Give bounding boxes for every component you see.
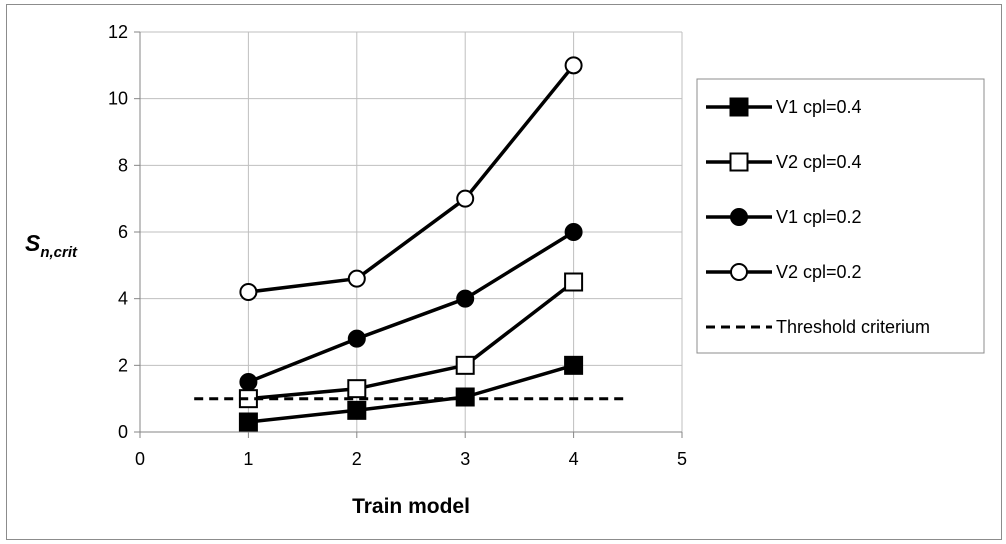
data-point-marker <box>347 400 367 420</box>
x-axis-title: Train model <box>352 495 470 518</box>
legend-label: V1 cpl=0.4 <box>776 97 862 117</box>
data-point-marker <box>455 355 475 375</box>
y-tick-label: 0 <box>118 422 128 442</box>
legend-label: V1 cpl=0.2 <box>776 207 862 227</box>
x-tick-label: 3 <box>460 449 470 469</box>
legend-marker <box>729 152 749 172</box>
x-tick-label: 5 <box>677 449 687 469</box>
legend-item: V2 cpl=0.4 <box>706 152 862 172</box>
legend-marker <box>730 263 748 281</box>
chart-frame: 0 2 4 6 8 10 12 0 1 2 3 4 5 Train model Sn,crit V1 c… <box>6 4 1002 540</box>
data-point-marker <box>564 56 583 75</box>
axes <box>134 31 683 438</box>
x-tick-label: 0 <box>135 449 145 469</box>
legend-label: V2 cpl=0.4 <box>776 152 862 172</box>
y-tick-label: 12 <box>108 22 128 42</box>
legend-item: Threshold criterium <box>706 317 930 337</box>
data-point-marker <box>564 272 584 292</box>
legend-label: Threshold criterium <box>776 317 930 337</box>
data-point-marker <box>347 269 366 288</box>
legend: V1 cpl=0.4 V2 cpl=0.4 V1 cpl=0.2 V2 cpl=0.2… <box>696 78 985 354</box>
series-line <box>248 64 575 294</box>
data-point-marker <box>455 387 475 407</box>
y-tick-label: 2 <box>118 355 128 375</box>
series-2 <box>238 272 584 409</box>
legend-item: V2 cpl=0.2 <box>706 262 862 282</box>
x-tick-label: 2 <box>352 449 362 469</box>
data-point-marker <box>564 355 584 375</box>
data-point-marker <box>456 289 475 308</box>
grid <box>140 31 683 432</box>
series-4 <box>239 56 583 301</box>
data-point-marker <box>347 329 366 348</box>
data-point-marker <box>239 283 258 301</box>
series-3 <box>239 223 583 391</box>
legend-label: V2 cpl=0.2 <box>776 262 862 282</box>
series-line <box>248 363 575 424</box>
x-tick-label: 4 <box>569 449 579 469</box>
data-point-marker <box>239 373 258 391</box>
x-tick-label: 1 <box>243 449 253 469</box>
series-line <box>247 230 575 384</box>
legend-item: V1 cpl=0.4 <box>706 97 862 117</box>
y-tick-label: 4 <box>118 289 128 309</box>
legend-marker <box>729 97 749 117</box>
series-1 <box>238 355 584 432</box>
data-point-marker <box>347 379 367 399</box>
series-line <box>248 280 575 401</box>
legend-item: V1 cpl=0.2 <box>706 207 862 227</box>
y-axis-title: Sn,crit <box>25 230 78 261</box>
y-tick-label: 8 <box>118 155 128 175</box>
data-point-marker <box>238 412 258 432</box>
y-tick-label: 6 <box>118 222 128 242</box>
legend-marker <box>730 208 748 226</box>
y-axis-title-subscript: n,crit <box>40 244 78 261</box>
y-axis-title-main: S <box>25 230 41 256</box>
y-tick-label: 10 <box>108 89 128 109</box>
data-point-marker <box>456 189 475 208</box>
data-point-marker <box>564 223 583 241</box>
series-lines <box>194 56 628 432</box>
